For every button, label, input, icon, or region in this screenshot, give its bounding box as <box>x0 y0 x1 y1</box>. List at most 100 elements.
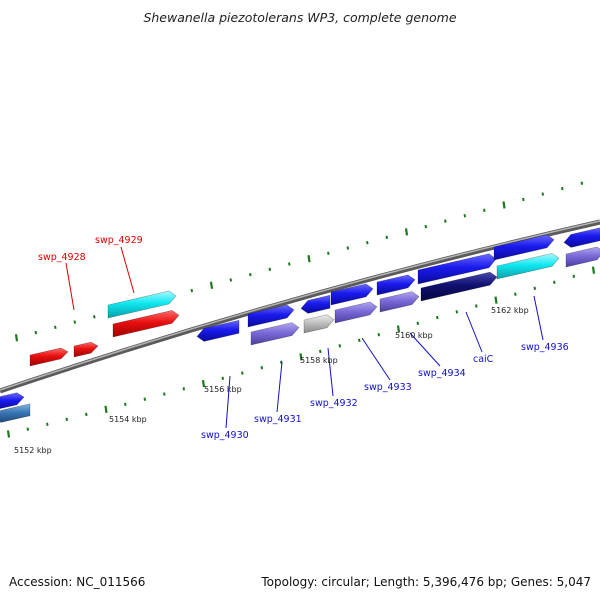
gene-purple-4931[interactable] <box>250 322 300 346</box>
gene-label-swp_4931[interactable]: swp_4931 <box>254 414 302 425</box>
outer-tick <box>366 240 369 245</box>
gene-label-swp_4928[interactable]: swp_4928 <box>38 252 86 263</box>
inner-tick <box>260 366 264 370</box>
leader-swp_4934 <box>409 332 441 367</box>
inner-tick <box>572 274 576 278</box>
gene-blue-4932[interactable] <box>300 294 331 314</box>
inner-tick <box>163 392 166 396</box>
outer-tick <box>73 320 77 324</box>
gene-purple-4937[interactable] <box>565 246 600 268</box>
gene-blue-caiC[interactable] <box>417 253 497 285</box>
gene-label-swp_4932[interactable]: swp_4932 <box>310 398 358 409</box>
outer-tick <box>249 272 252 277</box>
inner-tick <box>319 349 322 354</box>
gene-steel-4926[interactable] <box>0 403 31 423</box>
inner-tick <box>494 296 498 304</box>
leader-swp_4936 <box>533 295 544 341</box>
outer-tick <box>404 228 409 236</box>
inner-tick <box>26 427 30 431</box>
scale-label-5154: 5154 kbp <box>109 415 147 424</box>
gene-purple-4934[interactable] <box>379 291 420 313</box>
gene-blue-4934[interactable] <box>376 274 416 296</box>
outer-tick <box>502 201 506 209</box>
leader-swp_4928 <box>65 262 75 311</box>
outer-tick <box>288 262 291 266</box>
outer-tick <box>327 251 330 256</box>
outer-tick <box>463 214 467 218</box>
accession-text: Accession: NC_011566 <box>9 575 145 589</box>
gene-cyan-4929[interactable] <box>107 290 177 319</box>
gene-blue-4933[interactable] <box>330 283 374 306</box>
outer-tick <box>190 288 194 293</box>
inner-tick <box>358 338 361 342</box>
scale-label-5160: 5160 kbp <box>395 331 433 340</box>
inner-tick <box>436 315 439 320</box>
inner-tick <box>591 266 596 274</box>
gene-grey-4932[interactable] <box>303 314 335 334</box>
inner-tick <box>85 412 88 417</box>
leader-caiC <box>465 311 483 353</box>
gene-label-caiC[interactable]: caiC <box>473 354 494 365</box>
gene-cyan-4936[interactable] <box>496 253 560 280</box>
inner-tick <box>65 417 69 422</box>
outer-tick-track <box>14 181 584 342</box>
gene-label-swp_4930[interactable]: swp_4930 <box>201 430 249 441</box>
leader-swp_4931 <box>276 361 283 413</box>
outer-tick <box>54 325 57 329</box>
gene-red-4927a[interactable] <box>29 347 69 367</box>
inner-tick <box>455 310 459 314</box>
scale-labels: 5152 kbp 5154 kbp 5156 kbp 5158 kbp 5160… <box>14 306 529 455</box>
gene-blue-4926[interactable] <box>0 392 25 410</box>
outer-tick <box>522 197 525 202</box>
outer-tick <box>385 235 389 239</box>
outer-tick <box>346 246 350 250</box>
inner-tick <box>221 376 225 381</box>
leader-swp_4933 <box>361 337 391 381</box>
inner-tick <box>104 405 108 414</box>
label-leader-lines <box>65 246 544 429</box>
inner-tick <box>416 321 420 326</box>
inner-tick <box>6 430 11 438</box>
inner-tick <box>514 292 517 296</box>
inner-tick-track <box>6 266 596 438</box>
outer-tick <box>229 278 233 282</box>
gene-red-4927b[interactable] <box>73 341 99 358</box>
leader-swp_4929 <box>120 246 135 294</box>
inner-tick <box>396 325 401 333</box>
outer-tick <box>424 224 428 229</box>
gene-features <box>0 227 600 423</box>
gene-purple-4933[interactable] <box>334 301 378 324</box>
outer-tick <box>93 315 96 319</box>
gene-label-swp_4933[interactable]: swp_4933 <box>364 382 412 393</box>
gene-label-swp_4934[interactable]: swp_4934 <box>418 368 466 379</box>
outer-tick <box>34 330 38 335</box>
inner-tick <box>46 422 49 426</box>
outer-tick <box>14 334 19 342</box>
inner-tick <box>241 371 244 375</box>
outer-tick <box>307 255 311 263</box>
gene-blue-4936[interactable] <box>493 234 555 261</box>
inner-tick <box>143 397 147 401</box>
inner-tick <box>475 304 478 308</box>
gene-navy-caiC[interactable] <box>420 271 498 302</box>
outer-tick <box>580 181 584 185</box>
scale-label-5156: 5156 kbp <box>204 385 242 394</box>
gene-blue-4937[interactable] <box>563 227 600 248</box>
outer-tick <box>268 267 272 272</box>
map-title: Shewanella piezotolerans WP3, complete g… <box>143 10 456 25</box>
outer-tick <box>444 219 447 223</box>
genome-backbone <box>0 219 600 394</box>
gene-red-4929[interactable] <box>112 310 180 338</box>
gene-blue-4930[interactable] <box>196 319 240 342</box>
inner-tick <box>124 402 127 406</box>
inner-tick <box>182 387 186 391</box>
gene-blue-4931[interactable] <box>247 304 295 328</box>
gene-labels: swp_4928 swp_4929 swp_4930 swp_4931 swp_… <box>38 235 569 441</box>
outer-tick <box>483 208 486 213</box>
gene-label-swp_4936[interactable]: swp_4936 <box>521 342 569 353</box>
inner-tick <box>377 332 381 337</box>
gene-label-swp_4929[interactable]: swp_4929 <box>95 235 143 246</box>
inner-tick <box>299 353 303 361</box>
inner-tick <box>201 379 206 388</box>
leader-swp_4932 <box>327 347 334 397</box>
